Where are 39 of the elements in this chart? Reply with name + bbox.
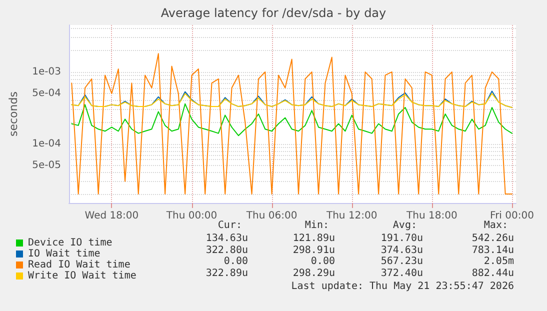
x-tick-label: Thu 00:00 [165,210,218,222]
text: 191.70u [380,233,423,244]
legend-label: Write IO Wait time [28,270,136,282]
line-series [71,53,512,195]
x-tick-label: Fri 00:00 [490,210,534,222]
y-axis-title: seconds [7,91,20,136]
y-tick-label: 1e-03 [32,66,61,78]
text: Last update: Thu May 21 23:55:47 2026 [291,281,514,292]
text: 372.40u [380,268,423,279]
legend-label: IO Wait time [28,248,100,260]
text: 121.89u [292,233,335,244]
text: 0.00 [224,256,248,268]
x-tick-label: Thu 06:00 [245,210,298,222]
text: 298.91u [292,244,335,256]
text: 567.23u [380,256,423,268]
y-tick-label: 5e-04 [32,88,61,100]
text: Min: [304,220,329,231]
text: Cur: [218,220,242,231]
x-tick-label: Wed 18:00 [84,210,139,222]
text: 298.29u [292,268,335,279]
x-tick-label: Thu 18:00 [406,210,458,222]
text: 0.00 [310,256,335,268]
text: 134.63u [206,233,248,244]
y-tick-label: 1e-04 [32,138,61,150]
line-series [71,103,512,136]
text: 322.80u [206,244,248,256]
text: 882.44u [472,268,514,279]
text: 374.63u [380,244,423,256]
x-tick-label: Thu 12:00 [325,210,378,222]
text: 322.89u [206,268,248,279]
chart-title: Average latency for /dev/sda - by day [160,6,386,20]
text: 2.05m [484,256,514,268]
legend-label: Read IO Wait time [28,260,130,270]
legend-label: Device IO time [28,238,112,248]
text: 542.26u [472,233,514,244]
text: 783.14u [472,244,514,256]
y-tick-label: 5e-05 [32,160,61,171]
text: Max: [484,220,508,231]
text: Avg: [392,220,417,231]
